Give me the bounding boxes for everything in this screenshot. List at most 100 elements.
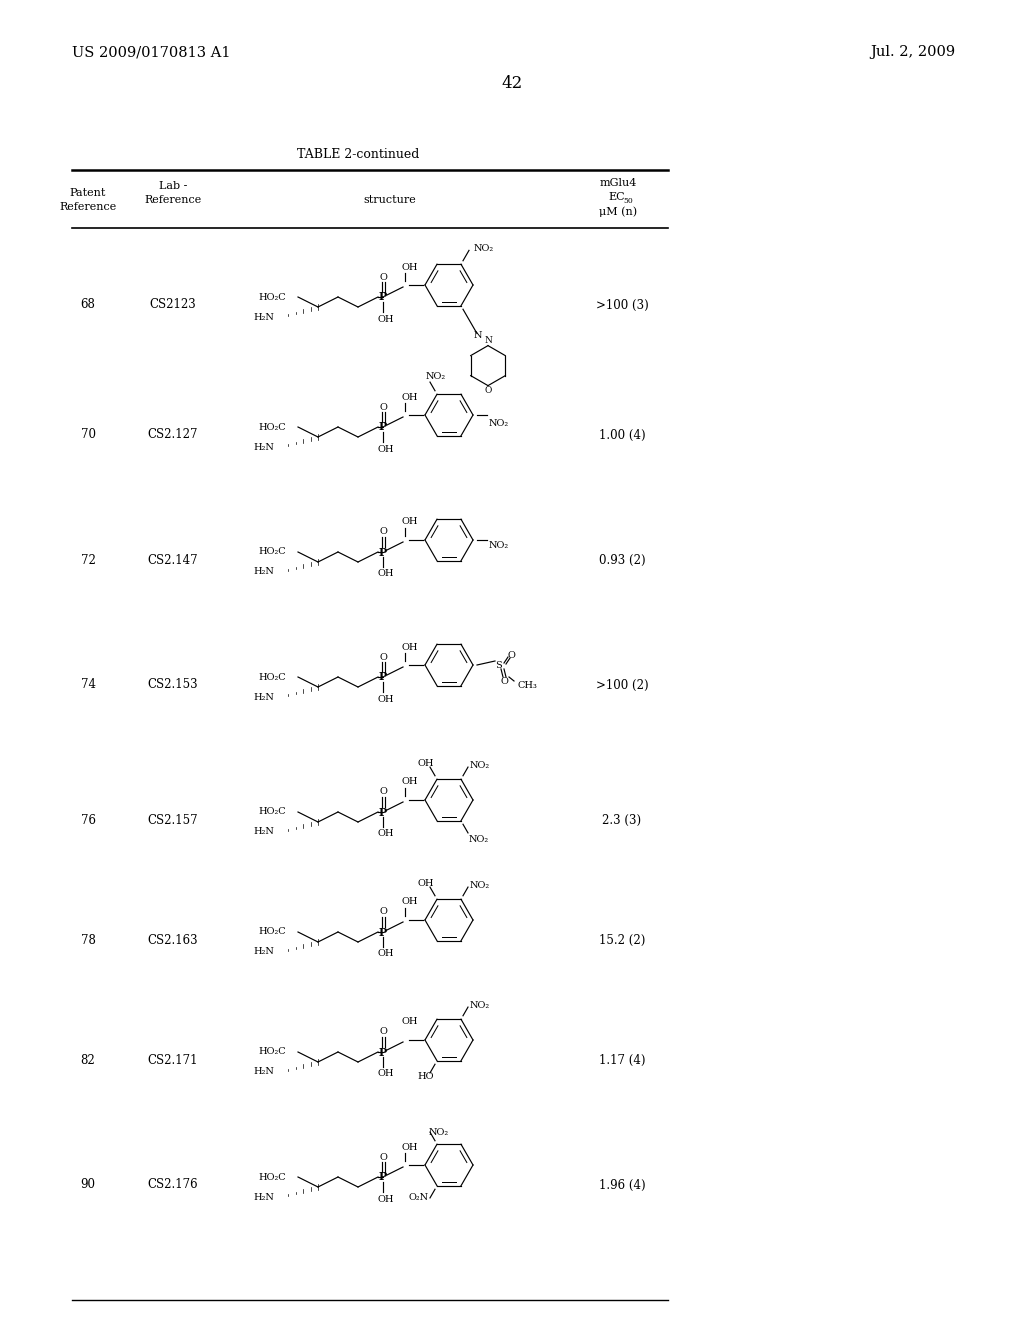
Text: Jul. 2, 2009: Jul. 2, 2009 bbox=[869, 45, 955, 59]
Text: O: O bbox=[484, 387, 492, 395]
Text: OH: OH bbox=[418, 879, 434, 888]
Text: NO₂: NO₂ bbox=[469, 836, 489, 845]
Text: 15.2 (2): 15.2 (2) bbox=[599, 933, 645, 946]
Text: CS2.127: CS2.127 bbox=[147, 429, 199, 441]
Text: H₂N: H₂N bbox=[253, 568, 273, 577]
Text: NO₂: NO₂ bbox=[470, 1001, 490, 1010]
Text: N: N bbox=[474, 331, 482, 339]
Text: O: O bbox=[507, 651, 515, 660]
Text: OH: OH bbox=[378, 445, 394, 454]
Text: CS2.147: CS2.147 bbox=[147, 553, 199, 566]
Text: OH: OH bbox=[378, 1195, 394, 1204]
Text: Reference: Reference bbox=[144, 195, 202, 205]
Text: HO: HO bbox=[418, 1072, 434, 1081]
Text: 1.00 (4): 1.00 (4) bbox=[599, 429, 645, 441]
Text: CS2.163: CS2.163 bbox=[147, 933, 199, 946]
Text: O: O bbox=[500, 676, 508, 685]
Text: P: P bbox=[379, 1172, 387, 1183]
Text: OH: OH bbox=[402, 1143, 419, 1151]
Text: 50: 50 bbox=[623, 197, 633, 205]
Text: 82: 82 bbox=[81, 1053, 95, 1067]
Text: HO₂C: HO₂C bbox=[258, 1048, 286, 1056]
Text: 72: 72 bbox=[81, 553, 95, 566]
Text: 2.3 (3): 2.3 (3) bbox=[602, 813, 642, 826]
Text: TABLE 2-continued: TABLE 2-continued bbox=[297, 148, 419, 161]
Text: H₂N: H₂N bbox=[253, 313, 273, 322]
Text: OH: OH bbox=[402, 643, 419, 652]
Text: H₂N: H₂N bbox=[253, 1192, 273, 1201]
Text: μM (n): μM (n) bbox=[599, 207, 637, 218]
Text: H₂N: H₂N bbox=[253, 1068, 273, 1077]
Text: OH: OH bbox=[402, 898, 419, 907]
Text: 76: 76 bbox=[81, 813, 95, 826]
Text: OH: OH bbox=[378, 569, 394, 578]
Text: OH: OH bbox=[378, 314, 394, 323]
Text: OH: OH bbox=[402, 517, 419, 527]
Text: OH: OH bbox=[378, 829, 394, 838]
Text: S: S bbox=[496, 660, 503, 669]
Text: CS2.157: CS2.157 bbox=[147, 813, 199, 826]
Text: NO₂: NO₂ bbox=[470, 760, 490, 770]
Text: OH: OH bbox=[378, 949, 394, 958]
Text: 90: 90 bbox=[81, 1179, 95, 1192]
Text: P: P bbox=[379, 672, 387, 682]
Text: NO₂: NO₂ bbox=[489, 418, 509, 428]
Text: 68: 68 bbox=[81, 298, 95, 312]
Text: 70: 70 bbox=[81, 429, 95, 441]
Text: OH: OH bbox=[418, 759, 434, 768]
Text: OH: OH bbox=[378, 694, 394, 704]
Text: O: O bbox=[379, 272, 387, 281]
Text: N: N bbox=[484, 337, 492, 345]
Text: structure: structure bbox=[364, 195, 417, 205]
Text: H₂N: H₂N bbox=[253, 442, 273, 451]
Text: O₂N: O₂N bbox=[409, 1193, 429, 1203]
Text: OH: OH bbox=[402, 263, 419, 272]
Text: P: P bbox=[379, 1047, 387, 1057]
Text: O: O bbox=[379, 908, 387, 916]
Text: 1.17 (4): 1.17 (4) bbox=[599, 1053, 645, 1067]
Text: O: O bbox=[379, 528, 387, 536]
Text: HO₂C: HO₂C bbox=[258, 293, 286, 301]
Text: P: P bbox=[379, 807, 387, 817]
Text: HO₂C: HO₂C bbox=[258, 422, 286, 432]
Text: P: P bbox=[379, 927, 387, 937]
Text: NO₂: NO₂ bbox=[426, 372, 446, 381]
Text: >100 (2): >100 (2) bbox=[596, 678, 648, 692]
Text: Lab -: Lab - bbox=[159, 181, 187, 191]
Text: Reference: Reference bbox=[59, 202, 117, 213]
Text: H₂N: H₂N bbox=[253, 828, 273, 837]
Text: 42: 42 bbox=[502, 75, 522, 92]
Text: O: O bbox=[379, 1152, 387, 1162]
Text: 1.96 (4): 1.96 (4) bbox=[599, 1179, 645, 1192]
Text: CH₃: CH₃ bbox=[517, 681, 537, 689]
Text: HO₂C: HO₂C bbox=[258, 672, 286, 681]
Text: O: O bbox=[379, 403, 387, 412]
Text: OH: OH bbox=[402, 1018, 419, 1027]
Text: HO₂C: HO₂C bbox=[258, 1172, 286, 1181]
Text: 74: 74 bbox=[81, 678, 95, 692]
Text: OH: OH bbox=[402, 392, 419, 401]
Text: O: O bbox=[379, 788, 387, 796]
Text: 78: 78 bbox=[81, 933, 95, 946]
Text: EC: EC bbox=[608, 191, 625, 202]
Text: H₂N: H₂N bbox=[253, 693, 273, 701]
Text: CS2.153: CS2.153 bbox=[147, 678, 199, 692]
Text: O: O bbox=[379, 652, 387, 661]
Text: HO₂C: HO₂C bbox=[258, 808, 286, 817]
Text: OH: OH bbox=[378, 1069, 394, 1078]
Text: HO₂C: HO₂C bbox=[258, 928, 286, 936]
Text: Patent: Patent bbox=[70, 187, 106, 198]
Text: P: P bbox=[379, 292, 387, 302]
Text: O: O bbox=[379, 1027, 387, 1036]
Text: OH: OH bbox=[402, 777, 419, 787]
Text: mGlu4: mGlu4 bbox=[599, 178, 637, 187]
Text: US 2009/0170813 A1: US 2009/0170813 A1 bbox=[72, 45, 230, 59]
Text: CS2.171: CS2.171 bbox=[147, 1053, 199, 1067]
Text: NO₂: NO₂ bbox=[470, 880, 490, 890]
Text: HO₂C: HO₂C bbox=[258, 548, 286, 557]
Text: >100 (3): >100 (3) bbox=[596, 298, 648, 312]
Text: P: P bbox=[379, 546, 387, 557]
Text: NO₂: NO₂ bbox=[429, 1127, 450, 1137]
Text: CS2123: CS2123 bbox=[150, 298, 197, 312]
Text: P: P bbox=[379, 421, 387, 433]
